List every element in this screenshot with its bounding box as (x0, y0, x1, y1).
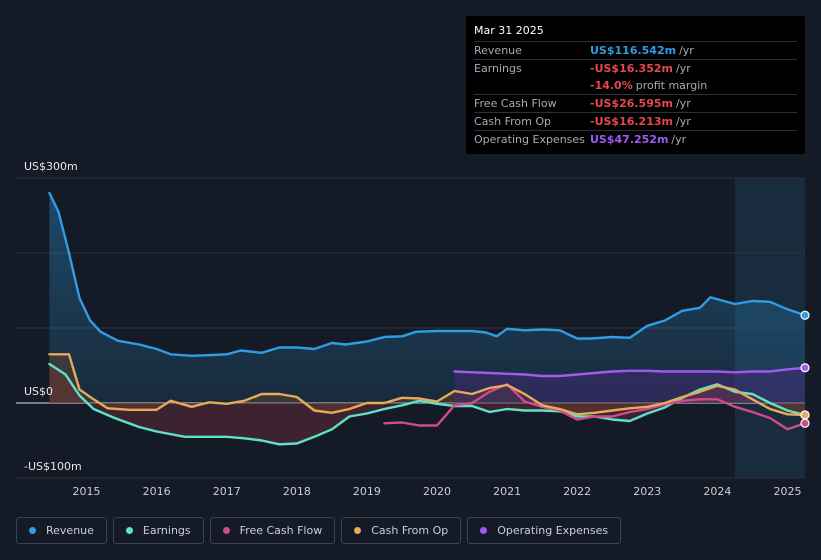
cash-from-op-end-point (800, 410, 810, 420)
tooltip-row-suffix: /yr (675, 115, 691, 128)
tooltip-row-label: Earnings (474, 62, 522, 75)
tooltip-row-label: Cash From Op (474, 115, 552, 128)
tooltip-rows: Revenue US$116.542m/yr Earnings -US$16.352m… (474, 41, 797, 148)
tooltip-row: Free Cash Flow -US$26.595m/yr (474, 94, 797, 112)
earnings-area (49, 364, 805, 445)
tooltip-row: Revenue US$116.542m/yr (474, 41, 797, 59)
revenue-line (48, 191, 807, 357)
legend-label: Operating Expenses (497, 524, 609, 537)
tooltip-row-value: -US$16.213m (590, 115, 673, 128)
legend-item[interactable]: Free Cash Flow (209, 517, 336, 544)
legend-label: Cash From Op (371, 524, 449, 537)
tooltip-row-value: US$47.252m (590, 133, 669, 146)
operating-expenses-line (453, 366, 807, 378)
y-axis-label-zero: US$0 (24, 385, 54, 398)
free-cash-flow-line (383, 383, 807, 431)
legend-dot-icon (125, 527, 133, 534)
tooltip-date: Mar 31 2025 (474, 24, 544, 37)
tooltip-row-label: Free Cash Flow (474, 97, 557, 110)
tooltip-row-suffix: /yr (675, 97, 691, 110)
tooltip-row-label: Operating Expenses (474, 133, 585, 146)
tooltip-row-label (474, 77, 590, 94)
legend-dot-icon (480, 527, 488, 534)
x-tick-label: 2020 (423, 485, 451, 498)
tooltip-row: -14.0% profit margin (474, 77, 797, 94)
legend-item[interactable]: Operating Expenses (467, 517, 622, 544)
x-tick-label: 2024 (703, 485, 732, 498)
tooltip-row-suffix: /yr (671, 133, 687, 146)
tooltip-row-value: -US$26.595m (590, 97, 673, 110)
x-tick-label: 2017 (212, 485, 241, 498)
tooltip-row-suffix: /yr (675, 62, 691, 75)
tooltip-row-value: US$116.542m (590, 44, 677, 57)
tooltip-row: Operating Expenses US$47.252m/yr (474, 130, 797, 148)
operating-expenses-end-point (800, 363, 810, 373)
tooltip-row-suffix: /yr (679, 44, 694, 57)
tooltip-row: Cash From Op -US$16.213m/yr (474, 112, 797, 130)
legend-label: Earnings (142, 524, 191, 537)
legend-dot-icon (354, 527, 362, 534)
tooltip-row-value: -US$16.352m (590, 62, 673, 75)
revenue-end-point (800, 310, 810, 320)
legend-label: Revenue (46, 524, 94, 537)
tooltip-row-suffix: profit margin (635, 79, 708, 92)
x-tick-label: 2023 (633, 485, 662, 498)
x-tick-label: 2015 (72, 485, 101, 498)
cash-from-op-line (48, 353, 807, 417)
legend-dot-icon (222, 527, 230, 534)
x-tick-label: 2022 (563, 485, 592, 498)
data-tooltip: Mar 31 2025 Revenue US$116.542m/yr Earning… (466, 16, 805, 154)
x-tick-label: 2018 (282, 485, 311, 498)
x-tick-label: 2019 (352, 485, 381, 498)
free-cash-flow-end-point (800, 418, 810, 428)
tooltip-row: Earnings -US$16.352m/yr (474, 59, 797, 77)
x-tick-label: 2021 (493, 485, 522, 498)
legend-label: Free Cash Flow (239, 524, 323, 537)
legend-item[interactable]: Earnings (112, 517, 204, 544)
x-tick-label: 2016 (142, 485, 171, 498)
chart-legend: Revenue Earnings Free Cash Flow Cash From O… (16, 517, 622, 544)
y-axis-label-bottom: -US$100m (24, 460, 82, 473)
legend-item[interactable]: Cash From Op (341, 517, 462, 544)
x-tick-label: 2025 (773, 485, 802, 498)
tooltip-row-label: Revenue (474, 44, 522, 57)
revenue-area (49, 193, 805, 403)
tooltip-row-value: -14.0% (590, 79, 633, 92)
y-axis-label-top: US$300m (24, 160, 78, 173)
legend-item[interactable]: Revenue (16, 517, 107, 544)
legend-dot-icon (29, 527, 36, 534)
